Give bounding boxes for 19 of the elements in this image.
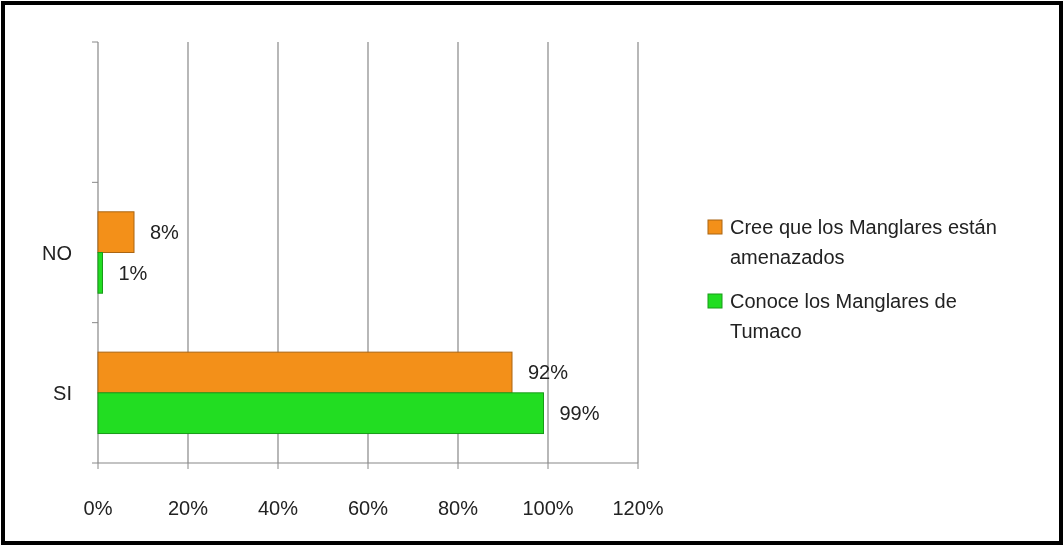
x-tick-label: 80% bbox=[437, 497, 479, 519]
data-label: 8% bbox=[150, 221, 180, 244]
bar bbox=[97, 351, 513, 394]
x-tick-label: 0% bbox=[83, 497, 113, 519]
data-label: 1% bbox=[118, 261, 148, 284]
legend-label: Cree que los Manglares están amenazados bbox=[730, 216, 997, 268]
data-label: 99% bbox=[559, 402, 600, 425]
x-tick-label: 120% bbox=[612, 497, 664, 519]
y-tick-label: SI bbox=[53, 381, 72, 404]
y-tick-label: NO bbox=[42, 241, 72, 264]
x-tick-label: 60% bbox=[347, 497, 389, 519]
bar bbox=[97, 252, 103, 294]
bar bbox=[97, 392, 544, 435]
x-tick-label: 100% bbox=[522, 497, 574, 519]
data-label: 92% bbox=[528, 361, 569, 384]
legend-label: Conoce los Manglares de Tumaco bbox=[730, 290, 957, 342]
bar bbox=[97, 211, 135, 253]
x-tick-label: 40% bbox=[257, 497, 299, 519]
x-tick-label: 20% bbox=[167, 497, 209, 519]
